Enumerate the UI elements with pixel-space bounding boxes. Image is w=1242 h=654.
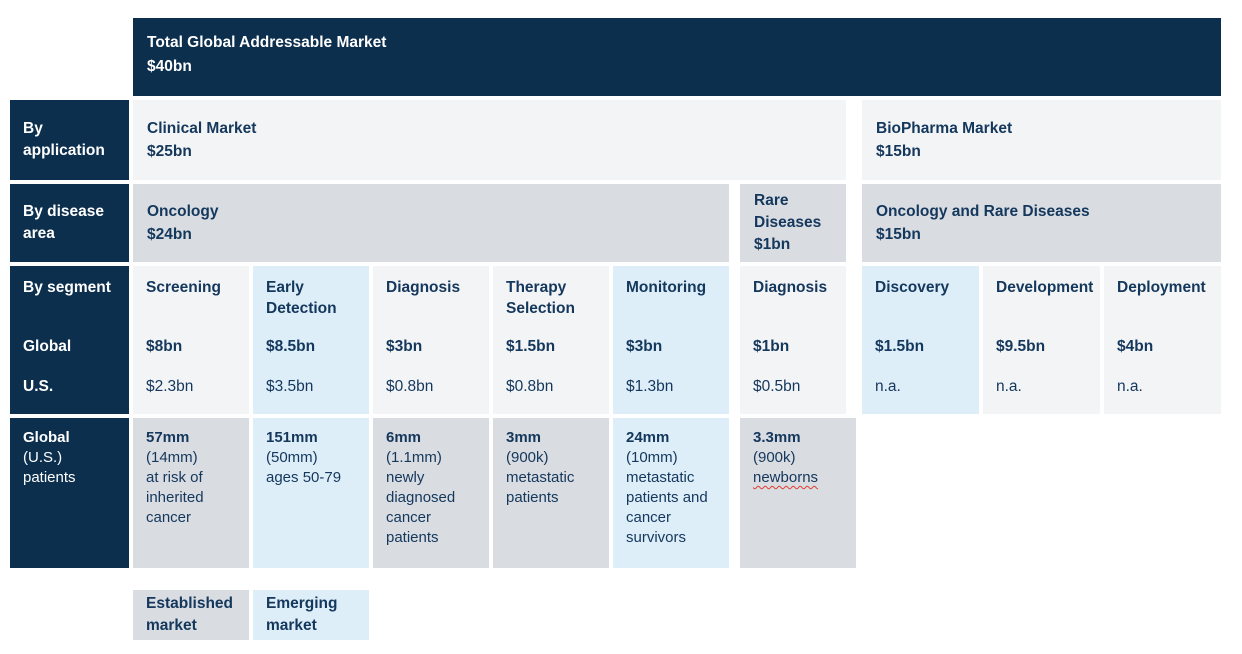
legend-established-market: Established market — [133, 590, 249, 640]
patients-value: 151mm — [266, 429, 318, 446]
segment-label-us: U.S. — [23, 378, 54, 395]
segment-us-value: $0.8bn — [386, 378, 434, 395]
row-label-by-segment: By segment Global U.S. — [10, 266, 129, 414]
patients-value: 24mm — [626, 429, 670, 446]
segment-cell-discovery: Discovery $1.5bn n.a. — [862, 266, 979, 414]
clinical-market-value: $25bn — [147, 143, 192, 160]
segment-us-value: $1.3bn — [626, 378, 674, 395]
patients-cell-monitoring: 24mm (10mm) metastatic patients and canc… — [613, 418, 729, 568]
clinical-market-name: Clinical Market — [147, 120, 257, 137]
segment-global-value: $8bn — [146, 338, 183, 355]
biopharma-market-value: $15bn — [876, 143, 921, 160]
legend-label: Established market — [146, 595, 233, 634]
row-label-text: By disease area — [23, 203, 104, 242]
row-label-by-application: By application — [10, 100, 129, 180]
patients-value: 3mm — [506, 429, 542, 446]
segment-global-value: $4bn — [1117, 338, 1154, 355]
segment-global-value: $3bn — [386, 338, 423, 355]
segment-name: Development — [996, 279, 1094, 296]
segment-label-global: Global — [23, 338, 72, 355]
patients-cell-early-detection: 151mm (50mm) ages 50-79 — [253, 418, 369, 568]
patients-description: (1.1mm) newly diagnosed cancer patients — [386, 449, 456, 546]
segment-name: Therapy Selection — [506, 279, 575, 317]
segment-us-value: n.a. — [875, 378, 901, 395]
row-label-text: By application — [23, 120, 105, 159]
oncology-name: Oncology — [147, 203, 219, 220]
segment-us-value: $2.3bn — [146, 378, 194, 395]
segment-us-value: n.a. — [996, 378, 1022, 395]
oncology-rare-diseases-name: Oncology and Rare Diseases — [876, 203, 1090, 220]
segment-name: Diagnosis — [753, 279, 828, 296]
segment-cell-rare-diagnosis: Diagnosis $1bn $0.5bn — [740, 266, 846, 414]
segment-global-value: $1.5bn — [875, 338, 925, 355]
rare-diseases-cell: Rare Diseases $1bn — [740, 184, 846, 262]
rare-diseases-value: $1bn — [754, 236, 791, 253]
legend-label: Emerging market — [266, 595, 338, 634]
clinical-market-cell: Clinical Market $25bn — [133, 100, 846, 180]
total-market-title: Total Global Addressable Market — [147, 34, 387, 51]
biopharma-market-cell: BioPharma Market $15bn — [862, 100, 1221, 180]
patients-cell-screening: 57mm (14mm) at risk of inherited cancer — [133, 418, 249, 568]
segment-cell-development: Development $9.5bn n.a. — [983, 266, 1100, 414]
patients-label-rest: (U.S.) patients — [23, 449, 76, 486]
segment-global-value: $1.5bn — [506, 338, 556, 355]
segment-us-value: $3.5bn — [266, 378, 314, 395]
patients-description: (14mm) at risk of inherited cancer — [146, 449, 204, 526]
total-market-value: $40bn — [147, 58, 192, 75]
segment-cell-monitoring: Monitoring $3bn $1.3bn — [613, 266, 729, 414]
oncology-rare-diseases-value: $15bn — [876, 226, 921, 243]
segment-us-value: $0.5bn — [753, 378, 801, 395]
segment-name: Screening — [146, 279, 221, 296]
oncology-value: $24bn — [147, 226, 192, 243]
oncology-rare-diseases-cell: Oncology and Rare Diseases $15bn — [862, 184, 1221, 262]
market-map-grid: Total Global Addressable Market $40bn By… — [10, 18, 1221, 640]
patients-newborns-word: newborns — [753, 469, 819, 486]
row-label-patients: Global (U.S.) patients — [10, 418, 129, 568]
legend-emerging-market: Emerging market — [253, 590, 369, 640]
biopharma-market-name: BioPharma Market — [876, 120, 1013, 137]
segment-cell-therapy-selection: Therapy Selection $1.5bn $0.8bn — [493, 266, 609, 414]
patients-description: (10mm) metastatic patients and cancer su… — [626, 449, 708, 546]
oncology-cell: Oncology $24bn — [133, 184, 729, 262]
row-label-by-disease-area: By disease area — [10, 184, 129, 262]
total-market-header: Total Global Addressable Market $40bn — [133, 18, 1221, 96]
segment-cell-deployment: Deployment $4bn n.a. — [1104, 266, 1221, 414]
segment-global-value: $3bn — [626, 338, 663, 355]
rare-diseases-name: Rare Diseases — [754, 192, 822, 231]
patients-cell-diagnosis: 6mm (1.1mm) newly diagnosed cancer patie… — [373, 418, 489, 568]
segment-us-value: n.a. — [1117, 378, 1143, 395]
segment-label-top: By segment — [23, 279, 111, 296]
segment-name: Monitoring — [626, 279, 707, 296]
segment-name: Discovery — [875, 279, 950, 296]
patients-cell-therapy-selection: 3mm (900k) metastatic patients — [493, 418, 609, 568]
segment-us-value: $0.8bn — [506, 378, 554, 395]
segment-cell-diagnosis: Diagnosis $3bn $0.8bn — [373, 266, 489, 414]
patients-description: (50mm) ages 50-79 — [266, 449, 342, 486]
patients-description: (900k) metastatic patients — [506, 449, 575, 506]
segment-global-value: $1bn — [753, 338, 790, 355]
segment-cell-screening: Screening $8bn $2.3bn — [133, 266, 249, 414]
patients-label-bold: Global — [23, 429, 70, 446]
patients-cell-newborns: 3.3mm (900k) newborns — [740, 418, 856, 568]
segment-global-value: $8.5bn — [266, 338, 316, 355]
segment-name: Early Detection — [266, 279, 337, 317]
segment-global-value: $9.5bn — [996, 338, 1046, 355]
segment-cell-early-detection: Early Detection $8.5bn $3.5bn — [253, 266, 369, 414]
patients-description: (900k) — [753, 449, 796, 466]
segment-name: Deployment — [1117, 279, 1206, 296]
patients-value: 6mm — [386, 429, 422, 446]
patients-value: 3.3mm — [753, 429, 801, 446]
patients-value: 57mm — [146, 429, 190, 446]
segment-name: Diagnosis — [386, 279, 461, 296]
